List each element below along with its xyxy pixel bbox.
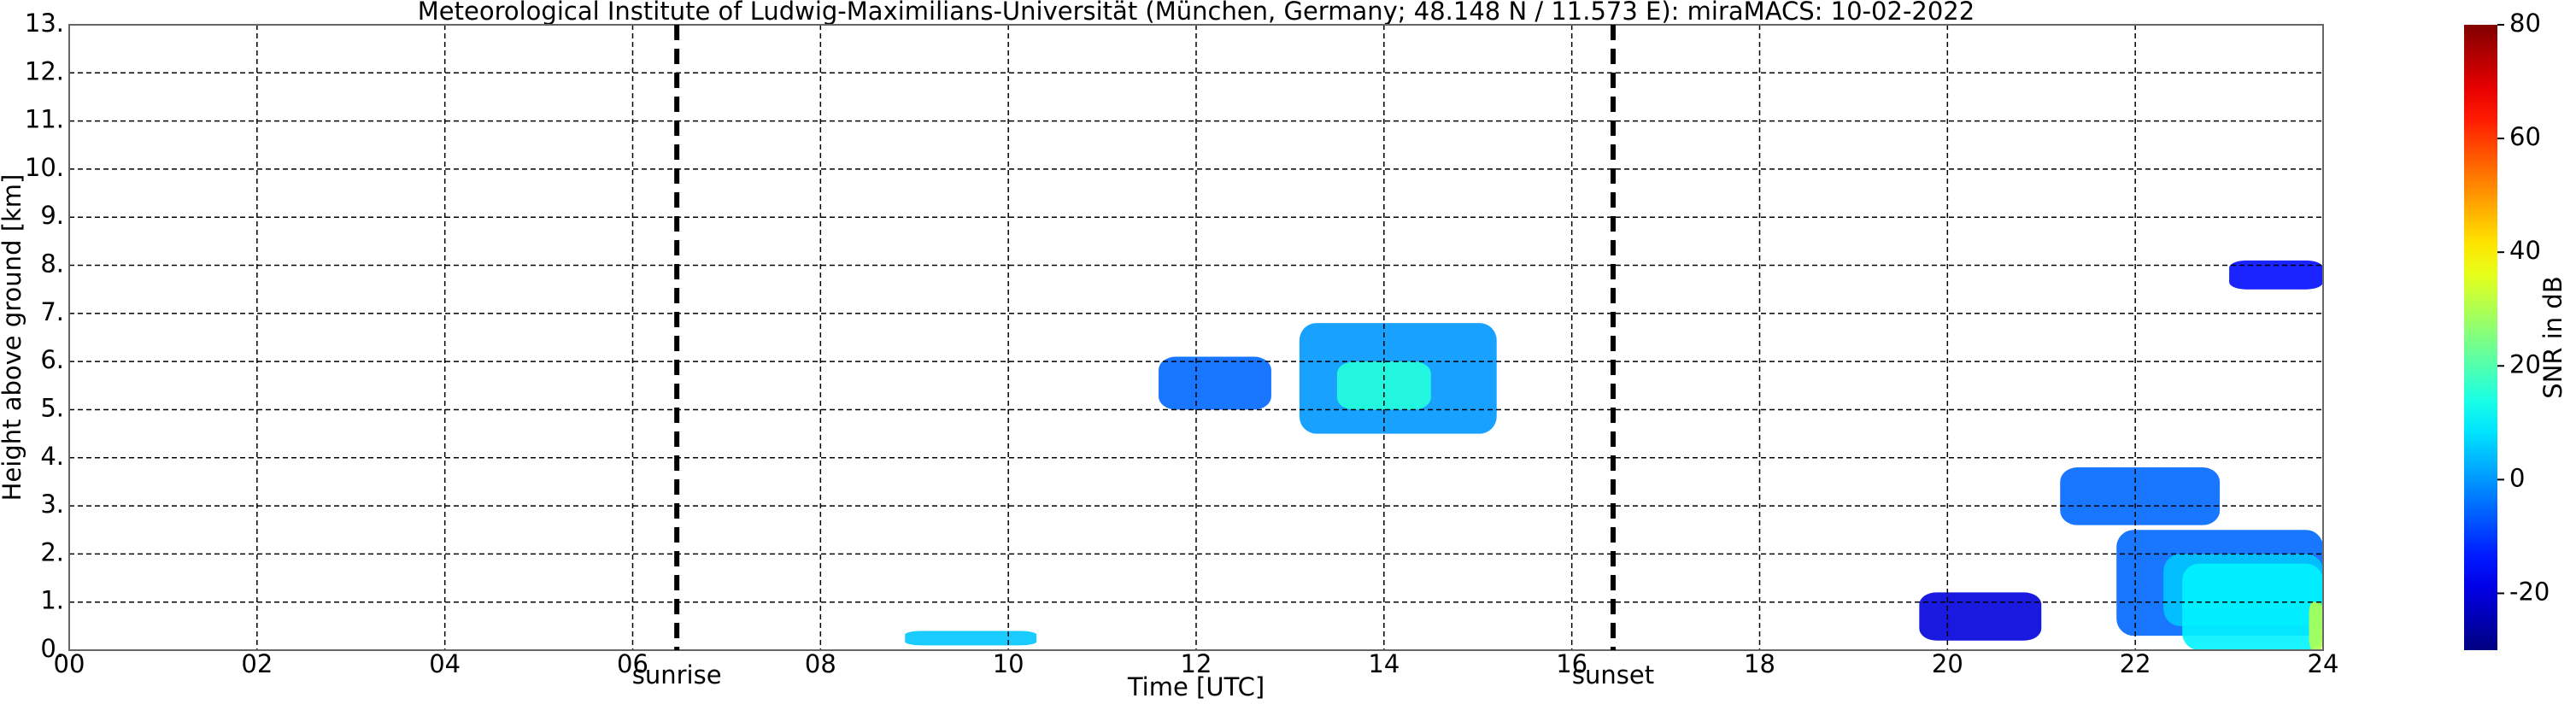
x-tick-label: 00: [54, 649, 85, 678]
data-cell: [2182, 563, 2323, 650]
y-axis-label: Height above ground [km]: [0, 174, 26, 502]
colorbar-tick-label: 40: [2509, 236, 2541, 265]
data-cell: [1919, 592, 2042, 641]
x-tick-label: 24: [2308, 649, 2339, 678]
y-tick-label: 0.: [40, 634, 64, 663]
plot-frame: [68, 24, 2324, 651]
y-tick-label: 13.: [25, 9, 64, 38]
y-tick-label: 5.: [40, 393, 64, 422]
y-tick-label: 7.: [40, 297, 64, 326]
y-tick-label: 4.: [40, 442, 64, 471]
y-tick-label: 9.: [40, 201, 64, 230]
data-cell: [2229, 260, 2323, 290]
y-tick-label: 3.: [40, 490, 64, 519]
x-axis-label: Time [UTC]: [1127, 672, 1265, 701]
x-tick-label: 08: [805, 649, 836, 678]
colorbar: [2464, 25, 2497, 650]
colorbar-tick-label: 0: [2509, 463, 2525, 492]
chart-title: Meteorological Institute of Ludwig-Maxim…: [418, 0, 1975, 26]
data-cell: [1159, 356, 1271, 410]
x-tick-label: 06: [617, 649, 648, 678]
x-tick-label: 14: [1368, 649, 1399, 678]
colorbar-label: SNR in dB: [2538, 276, 2567, 398]
data-cell: [2060, 467, 2221, 525]
y-tick-label: 11.: [25, 105, 64, 134]
x-tick-label: 20: [1932, 649, 1963, 678]
y-tick-label: 12.: [25, 56, 64, 85]
event-label: sunrise: [632, 660, 722, 689]
event-label: sunset: [1572, 660, 1654, 689]
x-tick-label: 04: [429, 649, 461, 678]
data-cell: [2309, 601, 2323, 650]
colorbar-tick-label: 20: [2509, 349, 2541, 378]
x-tick-label: 16: [1556, 649, 1587, 678]
colorbar-tick-label: -20: [2509, 577, 2550, 606]
y-tick-label: 10.: [25, 153, 64, 182]
x-tick-label: 22: [2120, 649, 2151, 678]
x-tick-label: 10: [993, 649, 1024, 678]
x-tick-label: 02: [241, 649, 273, 678]
data-cell: [905, 631, 1037, 646]
y-tick-label: 8.: [40, 249, 64, 279]
x-tick-label: 12: [1181, 649, 1212, 678]
y-tick-label: 2.: [40, 537, 64, 566]
y-tick-label: 1.: [40, 586, 64, 615]
colorbar-tick-label: 60: [2509, 122, 2541, 151]
x-tick-label: 18: [1744, 649, 1775, 678]
y-tick-label: 6.: [40, 345, 64, 374]
colorbar-tick-label: 80: [2509, 9, 2541, 38]
